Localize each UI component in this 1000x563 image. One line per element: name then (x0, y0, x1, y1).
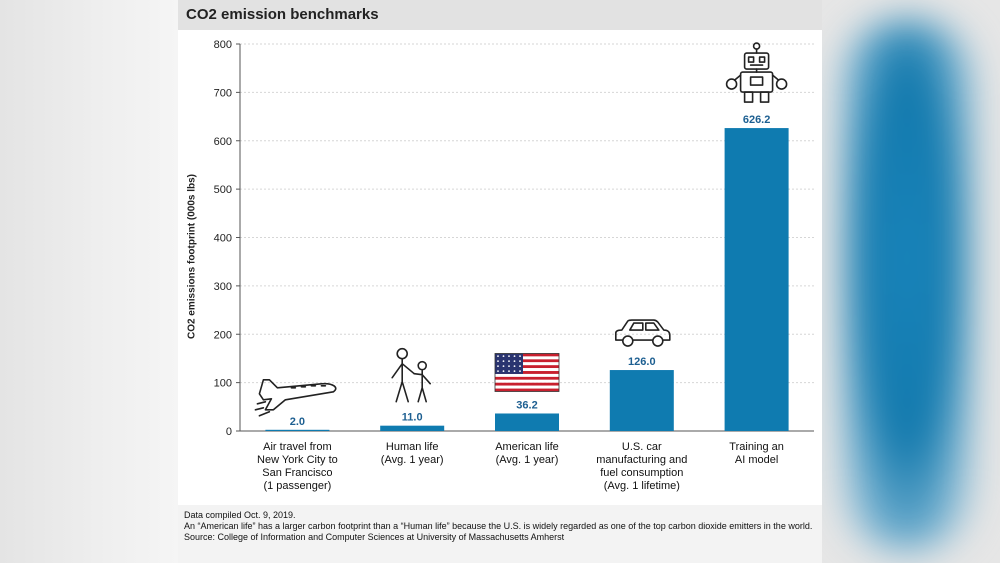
x-category-label: New York City to (257, 454, 338, 466)
y-tick-label: 200 (214, 329, 232, 341)
chart-card: CO2 emission benchmarks CO2 emissions fo… (178, 0, 822, 563)
bar-value-label: 11.0 (402, 412, 423, 424)
y-tick-label: 400 (214, 233, 232, 245)
footnote-source: Source: College of Information and Compu… (184, 532, 565, 542)
y-tick-label: 600 (214, 136, 232, 148)
bar-value-label: 36.2 (516, 399, 537, 411)
background-right (822, 0, 1000, 563)
x-category-label: fuel consumption (600, 467, 683, 479)
title-bar: CO2 emission benchmarks (178, 0, 822, 30)
x-category-label: American life (495, 441, 559, 453)
background-left (0, 0, 178, 563)
airplane-icon (254, 378, 337, 417)
y-tick-label: 100 (214, 378, 232, 390)
x-category-label: San Francisco (262, 467, 332, 479)
bar-3 (495, 413, 559, 431)
x-category-label: (Avg. 1 year) (496, 454, 559, 466)
x-category-label: manufacturing and (596, 454, 687, 466)
bar-value-label: 2.0 (290, 416, 305, 428)
bar-value-label: 626.2 (743, 114, 771, 126)
x-category-label: AI model (735, 454, 778, 466)
y-tick-label: 800 (214, 39, 232, 51)
bar-4 (609, 370, 674, 431)
footnote-explanation: An “American life” has a larger carbon f… (184, 521, 813, 531)
y-tick-label: 700 (214, 87, 232, 99)
x-category-label: Training an (729, 441, 784, 453)
footnote-compiled: Data compiled Oct. 9, 2019. (184, 510, 296, 520)
x-category-label: (1 passenger) (263, 480, 331, 492)
bar-value-label: 126.0 (628, 356, 656, 368)
x-category-label: (Avg. 1 year) (381, 454, 444, 466)
plot-area: CO2 emissions footprint (000s lbs) 0 100 2… (178, 30, 822, 505)
robot-icon (725, 42, 788, 103)
bar-chart: 0 100 200 300 400 500 600 700 800 2.0 Air travel f… (214, 39, 814, 492)
background-blur (842, 20, 972, 550)
y-tick-label: 500 (214, 184, 232, 196)
y-tick-label: 300 (214, 281, 232, 293)
bar-2 (380, 425, 445, 431)
footnotes: Data compiled Oct. 9, 2019. An “American… (184, 510, 814, 543)
us-flag-icon (494, 353, 560, 392)
x-category-label: (Avg. 1 lifetime) (604, 480, 680, 492)
car-icon (614, 319, 671, 347)
parent-child-icon (391, 347, 431, 403)
y-tick-label: 0 (226, 426, 232, 438)
chart-title: CO2 emission benchmarks (186, 6, 379, 23)
x-category-label: Human life (386, 441, 439, 453)
bar-5 (724, 128, 789, 431)
x-category-label: U.S. car (622, 441, 662, 453)
bar-1 (265, 429, 330, 431)
x-category-label: Air travel from (263, 441, 331, 453)
